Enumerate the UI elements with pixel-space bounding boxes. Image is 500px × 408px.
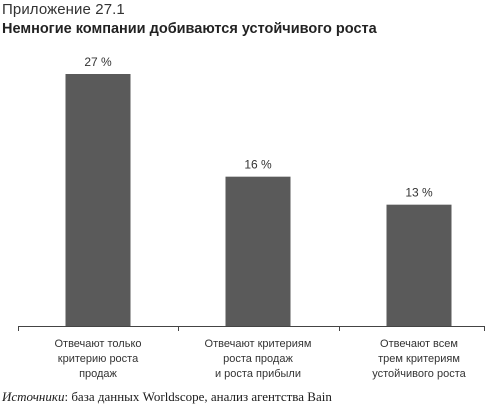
chart-title: Немногие компании добиваются устойчивого… [2, 21, 377, 37]
source-note: Источники: база данных Worldscope, анали… [2, 389, 332, 405]
data-label-1: 27 % [84, 55, 112, 69]
category-label-2: Отвечают критериям роста продаж и роста пр… [205, 338, 312, 380]
bar-3 [386, 204, 452, 326]
category-label-1: Отвечают только критерию роста продаж [54, 338, 141, 380]
data-label-3: 13 % [405, 186, 433, 200]
data-label-2: 16 % [244, 158, 272, 172]
category-label-3: Отвечают всем трем критериям устойчивого р… [372, 338, 466, 380]
source-label: Источники [2, 389, 65, 404]
source-text: : база данных Worldscope, анализ агентст… [64, 389, 332, 404]
appendix-label: Приложение 27.1 [2, 1, 125, 18]
bar-2 [225, 176, 291, 326]
bar-1 [65, 74, 131, 326]
